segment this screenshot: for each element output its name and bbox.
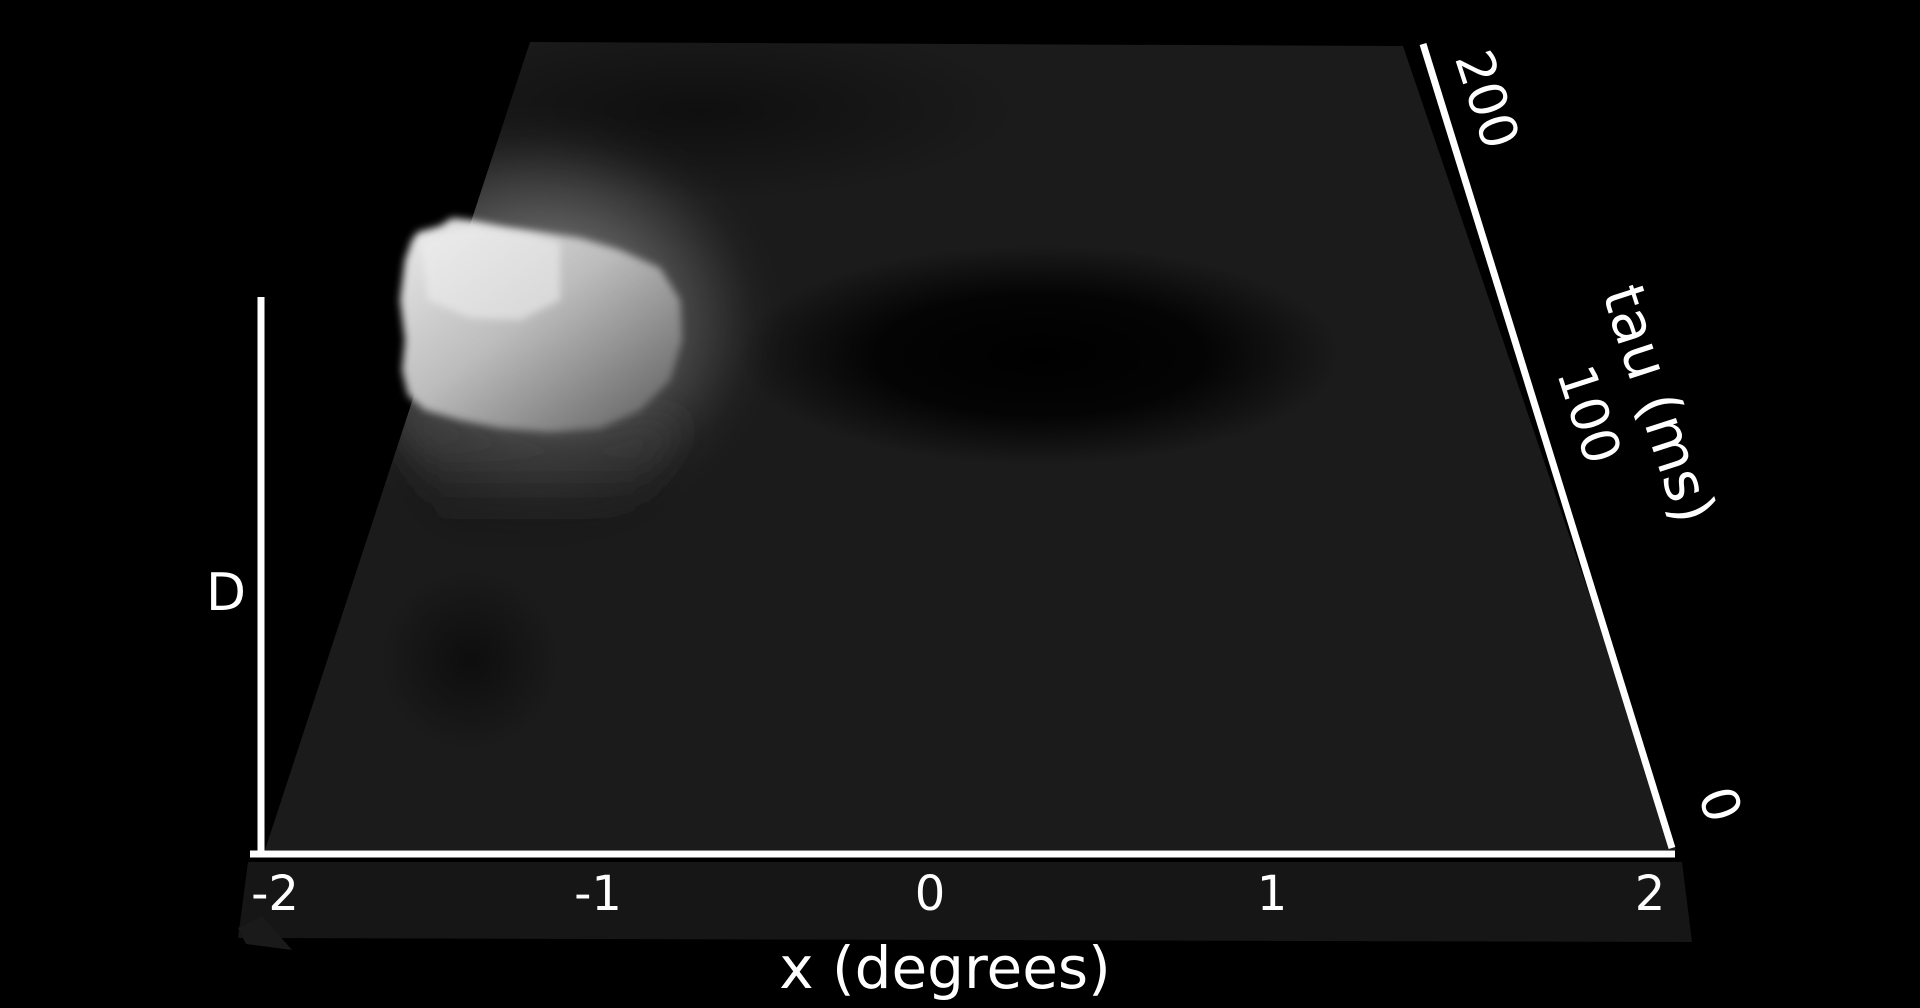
surface-front-strip: [238, 862, 1692, 942]
x-tick-label: 0: [915, 866, 946, 922]
trough-main: [740, 245, 1340, 465]
trough-secondary: [380, 570, 560, 750]
x-tick-label: -1: [574, 866, 622, 922]
y-axis-line: [1419, 42, 1676, 850]
x-tick-label: 1: [1257, 866, 1288, 922]
surface-corner-notch: [238, 916, 292, 950]
surface-far-shade: [380, 42, 1020, 200]
peak-skirt: [395, 400, 680, 536]
surface: [238, 42, 1692, 950]
x-tick-labels: -2 -1 0 1 2: [251, 866, 1665, 922]
x-axis-label: x (degrees): [779, 934, 1111, 1002]
y-tick-label: 0: [1686, 780, 1753, 830]
x-tick-label: -2: [251, 866, 299, 922]
axes: [250, 42, 1676, 858]
z-axis-label: D: [206, 563, 246, 623]
x-tick-label: 2: [1635, 866, 1666, 922]
peak-highlight: [420, 226, 560, 320]
